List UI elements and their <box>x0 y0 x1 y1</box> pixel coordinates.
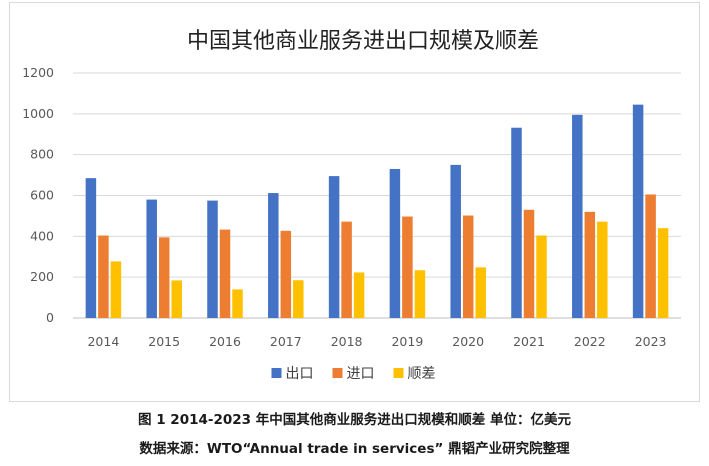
bar-进口-2018 <box>341 221 352 318</box>
legend-swatch-进口 <box>332 368 343 378</box>
x-tick-label: 2015 <box>148 334 180 349</box>
bar-顺差-2014 <box>110 261 122 318</box>
bar-进口-2015 <box>158 237 170 318</box>
x-tick-label: 2014 <box>87 334 119 349</box>
y-tick-label: 200 <box>30 269 54 284</box>
legend: 出口 进口 顺差 <box>271 366 436 382</box>
x-tick-label: 2023 <box>635 334 667 349</box>
bar-出口-2022 <box>572 114 583 319</box>
data-source-note: 数据来源：WTO“Annual trade in services” 鼎韬产业研… <box>139 441 570 457</box>
bar-顺差-2021 <box>536 235 547 318</box>
legend-label-出口: 出口 <box>286 366 314 382</box>
bar-顺差-2023 <box>657 228 669 318</box>
legend-swatch-出口 <box>271 368 282 378</box>
bar-进口-2022 <box>584 211 596 318</box>
bar-进口-2021 <box>523 209 535 318</box>
bar-出口-2018 <box>328 176 340 318</box>
bar-顺差-2019 <box>414 270 426 318</box>
bar-顺差-2015 <box>171 280 182 318</box>
y-tick-label: 0 <box>46 310 54 325</box>
bar-顺差-2020 <box>475 267 486 318</box>
bar-出口-2021 <box>511 127 522 318</box>
figure-caption: 图 1 2014-2023 年中国其他商业服务进出口规模和顺差 单位：亿美元 <box>138 412 571 428</box>
bar-出口-2014 <box>85 178 97 318</box>
chart-title: 中国其他商业服务进出口规模及顺差 <box>187 29 539 54</box>
legend-label-顺差: 顺差 <box>408 366 436 382</box>
bar-进口-2017 <box>280 230 292 318</box>
bar-chart: 中国其他商业服务进出口规模及顺差 0 200 400 600 800 1000 1200 2… <box>22 29 681 382</box>
bar-顺差-2018 <box>353 272 365 318</box>
y-tick-label: 800 <box>30 147 54 162</box>
y-tick-label: 1000 <box>22 106 54 121</box>
bar-出口-2023 <box>632 104 644 318</box>
bar-出口-2019 <box>389 168 401 318</box>
x-tick-label: 2017 <box>270 334 302 349</box>
chart-frame: 中国其他商业服务进出口规模及顺差 0 200 400 600 800 1000 1200 2… <box>9 2 700 402</box>
x-axis-ticks: 2014 2015 2016 2017 2018 2019 2020 2021 2022 2023 <box>87 334 666 349</box>
bar-出口-2016 <box>207 200 218 318</box>
bar-出口-2015 <box>146 199 157 318</box>
bar-顺差-2022 <box>597 221 608 318</box>
bar-顺差-2016 <box>232 289 243 318</box>
x-tick-label: 2018 <box>331 334 363 349</box>
bar-进口-2016 <box>219 229 231 318</box>
bar-进口-2014 <box>98 235 109 318</box>
gridlines <box>73 72 681 319</box>
y-tick-label: 1200 <box>22 65 54 80</box>
y-tick-label: 600 <box>30 188 54 203</box>
bar-进口-2020 <box>462 215 474 318</box>
y-tick-label: 400 <box>30 228 54 243</box>
bar-出口-2017 <box>268 193 279 318</box>
x-tick-label: 2016 <box>209 334 241 349</box>
x-tick-label: 2022 <box>574 334 606 349</box>
bar-进口-2023 <box>645 194 656 318</box>
bar-顺差-2017 <box>293 280 304 318</box>
legend-swatch-顺差 <box>393 368 404 378</box>
x-tick-label: 2019 <box>391 334 423 349</box>
bars <box>85 104 669 319</box>
x-tick-label: 2021 <box>513 334 545 349</box>
bar-进口-2019 <box>402 216 413 318</box>
legend-label-进口: 进口 <box>347 366 375 382</box>
y-axis-ticks: 0 200 400 600 800 1000 1200 <box>22 65 54 325</box>
x-tick-label: 2020 <box>452 334 484 349</box>
bar-出口-2020 <box>450 164 461 318</box>
